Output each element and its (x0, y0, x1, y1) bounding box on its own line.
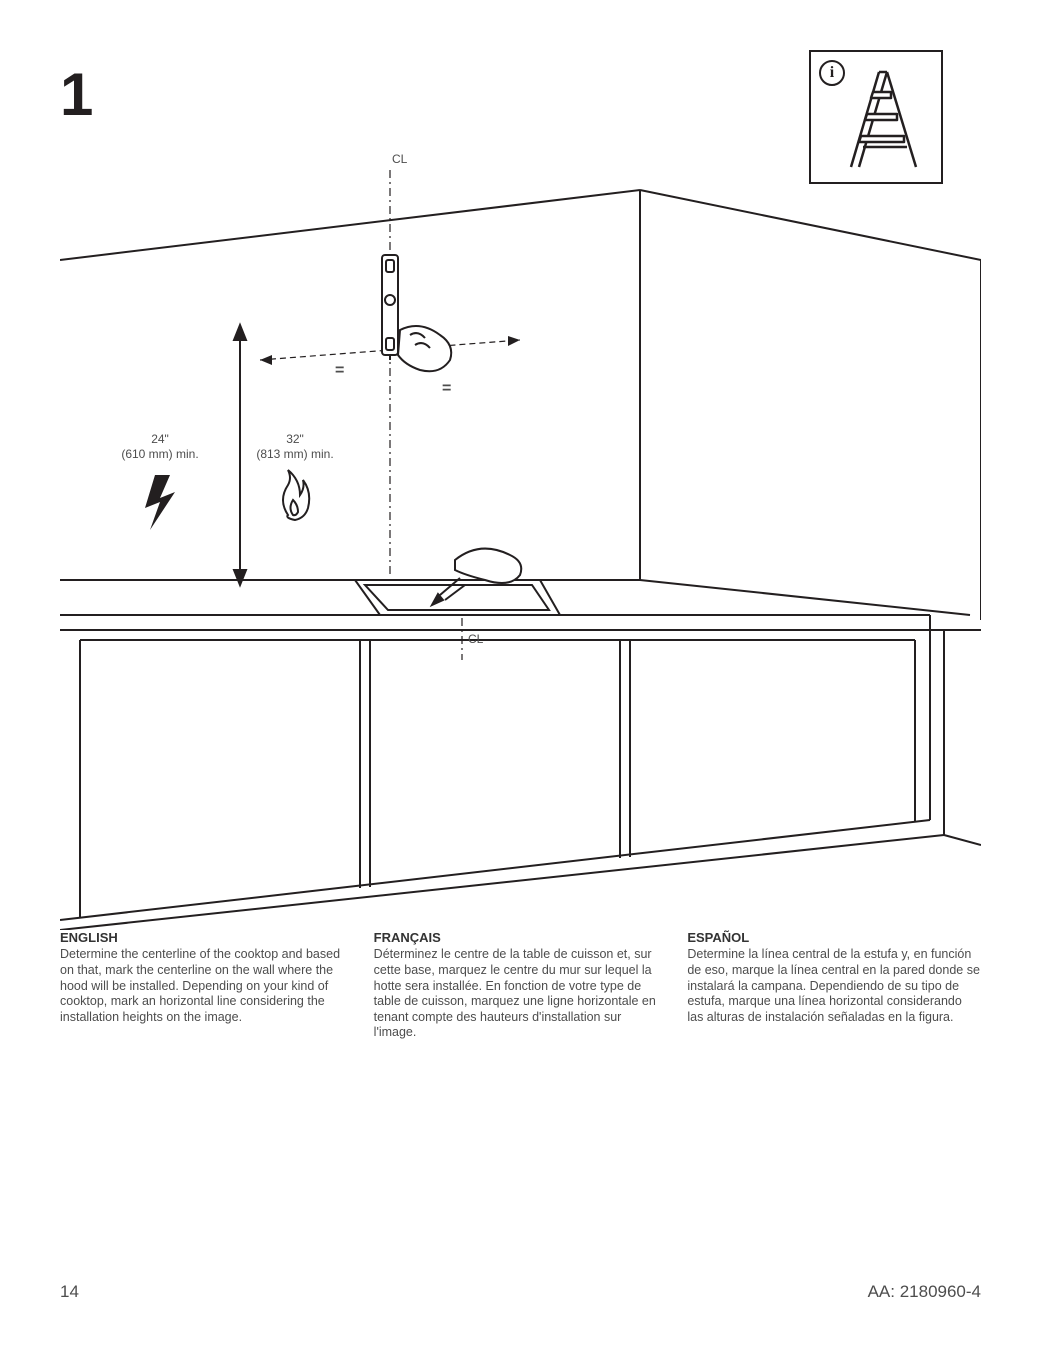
electric-icon (145, 475, 175, 530)
body-english: Determine the centerline of the cooktop … (60, 947, 354, 1025)
meas-electric-line2: (610 mm) min. (105, 447, 215, 462)
col-english: ENGLISH Determine the centerline of the … (60, 930, 354, 1041)
instruction-columns: ENGLISH Determine the centerline of the … (60, 930, 981, 1041)
cl-label-top: CL (392, 152, 407, 166)
col-espanol: ESPAÑOL Determine la línea central de la… (687, 930, 981, 1041)
gas-icon (283, 470, 309, 520)
heading-espanol: ESPAÑOL (687, 930, 981, 946)
meas-gas-line1: 32" (240, 432, 350, 447)
col-francais: FRANÇAIS Déterminez le centre de la tabl… (374, 930, 668, 1041)
eq-left: = (335, 362, 344, 380)
measurement-electric: 24" (610 mm) min. (105, 432, 215, 462)
installation-diagram (60, 60, 981, 930)
measurement-gas: 32" (813 mm) min. (240, 432, 350, 462)
eq-right: = (442, 380, 451, 398)
meas-gas-line2: (813 mm) min. (240, 447, 350, 462)
meas-electric-line1: 24" (105, 432, 215, 447)
info-box: i (809, 50, 943, 184)
heading-english: ENGLISH (60, 930, 354, 946)
info-icon: i (819, 60, 845, 86)
heading-francais: FRANÇAIS (374, 930, 668, 946)
document-id: AA: 2180960-4 (868, 1282, 981, 1302)
page-number: 14 (60, 1282, 79, 1302)
body-francais: Déterminez le centre de la table de cuis… (374, 947, 668, 1041)
page: 1 (0, 0, 1041, 1347)
body-espanol: Determine la línea central de la estufa … (687, 947, 981, 1025)
cl-label-bottom: CL (468, 632, 483, 646)
